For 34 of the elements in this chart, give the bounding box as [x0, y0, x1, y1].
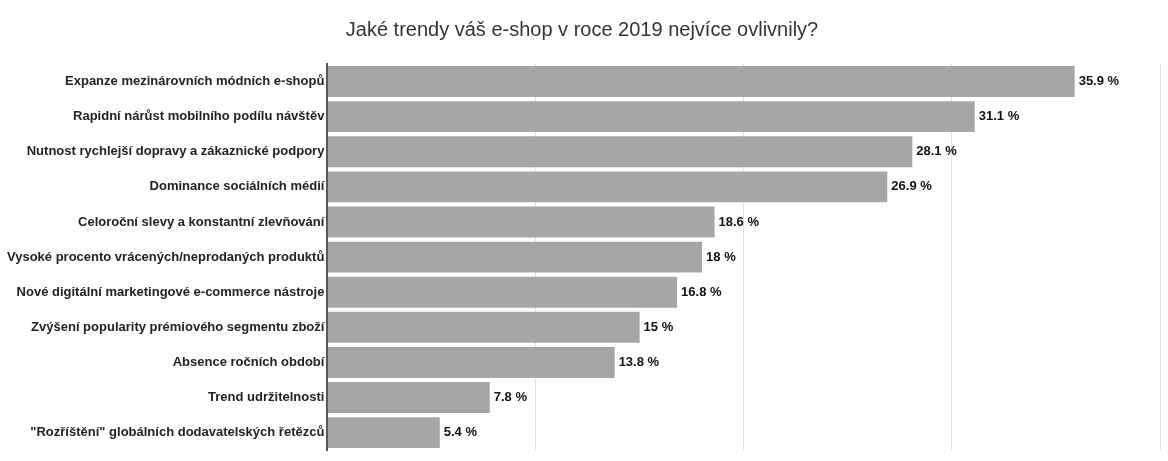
bar — [327, 66, 1075, 97]
data-label: 18 % — [706, 248, 737, 264]
y-tick-label: Rapidní nárůst mobilního podílu návštěv — [73, 108, 326, 124]
y-tick-label: "Rozříštění" globálních dodavatelských řetězců — [30, 424, 325, 440]
data-label: 26.9 % — [891, 178, 933, 194]
y-tick-label: Nutnost rychlejší dopravy a zákaznické podpory — [26, 143, 326, 159]
data-label: 28.1 % — [916, 143, 958, 159]
data-label: 5.4 % — [443, 424, 478, 440]
data-label: 18.6 % — [718, 213, 760, 229]
bar — [327, 382, 490, 413]
data-label: 15 % — [643, 318, 674, 334]
data-label: 13.8 % — [618, 354, 660, 370]
y-tick-label: Dominance sociálních médií — [149, 178, 325, 194]
data-label: 7.8 % — [493, 389, 528, 405]
y-tick-label: Nové digitální marketingové e-commerce nástroje — [16, 283, 325, 299]
y-tick-label: Absence ročních období — [172, 354, 325, 370]
y-tick-label: Vysoké procento vrácených/neprodaných produktů — [6, 248, 325, 264]
bar — [327, 417, 440, 449]
y-tick-label: Trend udržitelnosti — [208, 389, 325, 405]
bar — [327, 346, 615, 378]
bar — [327, 136, 913, 168]
y-tick-label: Zvýšení popularity prémiového segmentu zboží — [31, 318, 325, 334]
data-label: 35.9 % — [1078, 73, 1120, 89]
bar — [327, 206, 715, 238]
bar — [327, 311, 640, 343]
bar — [327, 241, 703, 273]
chart-title: Jaké trendy váš e-shop v roce 2019 nejvíce ovlivnily? — [345, 17, 819, 40]
data-label: 31.1 % — [978, 108, 1020, 124]
bar — [327, 171, 888, 203]
data-label: 16.8 % — [681, 283, 722, 299]
y-tick-label: Celoroční slevy a konstantní zlevňování — [78, 213, 325, 229]
y-tick-label: Expanze mezinárovních módních e-shopů — [65, 73, 325, 89]
bar — [327, 101, 975, 133]
bar — [327, 276, 678, 308]
